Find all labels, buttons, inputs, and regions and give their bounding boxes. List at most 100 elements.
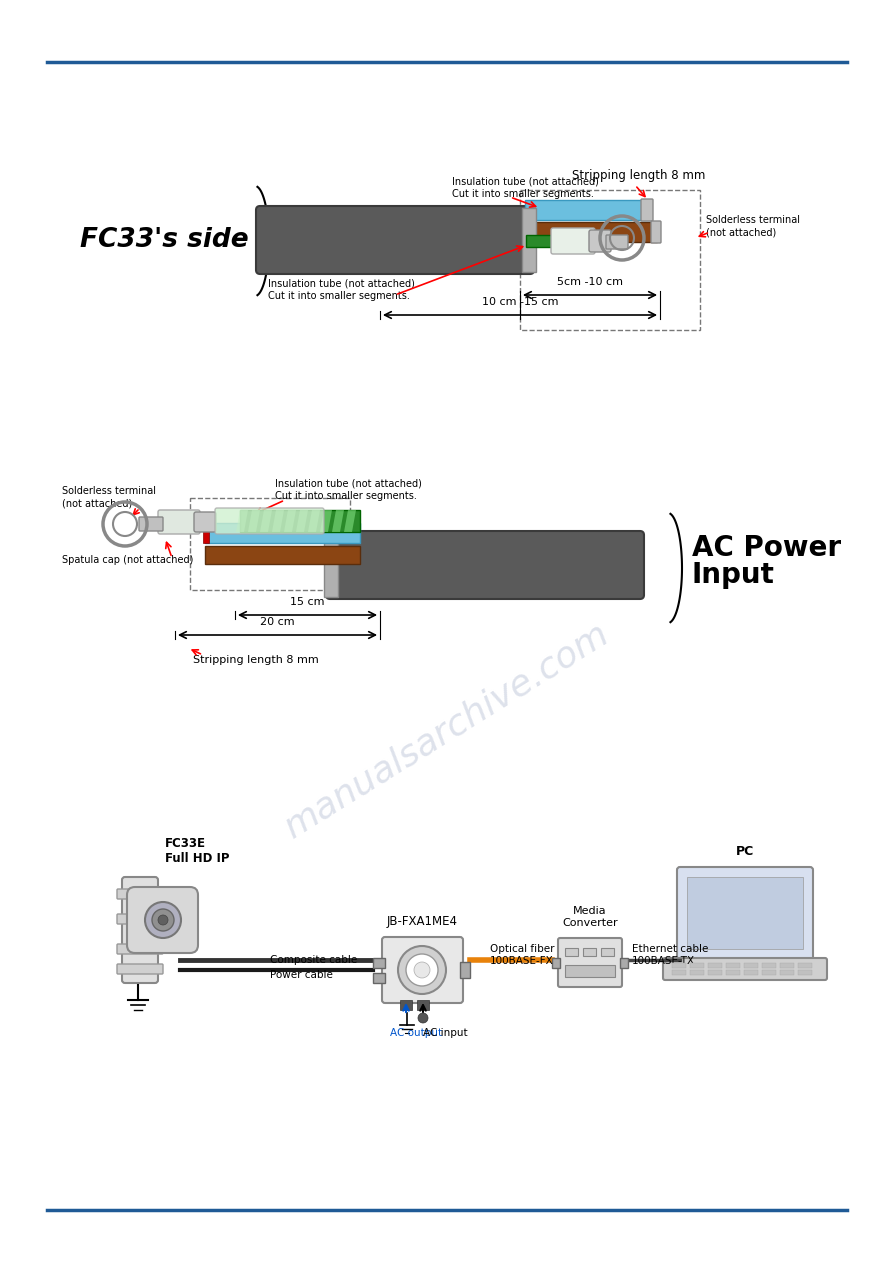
Polygon shape — [296, 510, 308, 532]
Bar — [565, 949, 578, 956]
Bar — [798, 962, 812, 967]
Polygon shape — [344, 510, 356, 532]
Bar — [690, 962, 704, 967]
Bar — [525, 222, 657, 242]
Bar — [373, 973, 385, 983]
FancyBboxPatch shape — [163, 913, 187, 930]
Bar — [798, 970, 812, 975]
Polygon shape — [236, 510, 248, 532]
Text: JB-FXA1ME4: JB-FXA1ME4 — [386, 914, 458, 928]
Bar — [520, 189, 700, 330]
Bar — [620, 959, 628, 967]
FancyBboxPatch shape — [677, 866, 813, 962]
Text: Solderless terminal
(not attached): Solderless terminal (not attached) — [706, 215, 800, 237]
FancyBboxPatch shape — [589, 230, 611, 253]
Circle shape — [145, 902, 181, 938]
Bar — [762, 962, 776, 967]
FancyBboxPatch shape — [117, 914, 163, 925]
Bar — [744, 962, 758, 967]
Bar — [526, 235, 558, 248]
Text: 15 cm: 15 cm — [291, 597, 325, 608]
Bar — [726, 970, 740, 975]
Text: Media
Converter: Media Converter — [562, 907, 618, 928]
Polygon shape — [332, 510, 344, 532]
FancyBboxPatch shape — [194, 512, 216, 532]
Text: AC output: AC output — [390, 1028, 443, 1038]
Text: Solderless terminal
(not attached): Solderless terminal (not attached) — [62, 486, 156, 508]
Text: 5cm -10 cm: 5cm -10 cm — [557, 277, 623, 287]
Text: Spatula cap (not attached): Spatula cap (not attached) — [62, 554, 193, 565]
Text: 20 cm: 20 cm — [260, 618, 295, 626]
FancyBboxPatch shape — [122, 877, 158, 983]
Bar — [687, 877, 803, 949]
Polygon shape — [248, 510, 260, 532]
FancyBboxPatch shape — [117, 964, 163, 974]
Bar — [417, 1000, 429, 1010]
Bar — [583, 949, 596, 956]
Text: 10 cm -15 cm: 10 cm -15 cm — [482, 297, 558, 307]
Bar — [708, 962, 722, 967]
Bar — [690, 970, 704, 975]
Bar — [460, 962, 470, 978]
FancyBboxPatch shape — [139, 517, 163, 530]
Bar — [601, 949, 614, 956]
Bar — [565, 965, 615, 978]
Bar — [780, 970, 794, 975]
Text: Power cable: Power cable — [270, 970, 333, 980]
Bar — [373, 959, 385, 967]
Text: Stripping length 8 mm: Stripping length 8 mm — [572, 169, 705, 182]
Text: manualsarchive.com: manualsarchive.com — [278, 616, 616, 844]
Text: Optical fiber
100BASE-FX: Optical fiber 100BASE-FX — [490, 943, 554, 966]
Text: Composite cable: Composite cable — [270, 955, 358, 965]
FancyBboxPatch shape — [215, 508, 324, 534]
Bar — [762, 970, 776, 975]
Text: Ethernet cable
100BASE-TX: Ethernet cable 100BASE-TX — [632, 943, 708, 966]
FancyBboxPatch shape — [551, 229, 595, 254]
Text: Insulation tube (not attached)
Cut it into smaller segments.: Insulation tube (not attached) Cut it in… — [452, 177, 599, 200]
FancyBboxPatch shape — [641, 200, 653, 221]
Bar — [324, 533, 338, 597]
Bar — [726, 962, 740, 967]
Text: PC: PC — [736, 845, 755, 858]
Circle shape — [152, 909, 174, 931]
Circle shape — [158, 914, 168, 925]
FancyBboxPatch shape — [558, 938, 622, 986]
Circle shape — [414, 962, 430, 978]
Bar — [190, 498, 350, 590]
Text: AC Power: AC Power — [692, 534, 841, 562]
Bar — [672, 962, 686, 967]
Bar — [203, 523, 209, 543]
Bar — [672, 970, 686, 975]
Bar — [708, 970, 722, 975]
Bar — [780, 962, 794, 967]
Text: Stripping length 8 mm: Stripping length 8 mm — [193, 655, 319, 666]
FancyBboxPatch shape — [127, 887, 198, 954]
FancyBboxPatch shape — [158, 510, 200, 534]
Polygon shape — [320, 510, 332, 532]
Circle shape — [406, 954, 438, 986]
FancyBboxPatch shape — [651, 221, 661, 242]
Circle shape — [418, 1013, 428, 1023]
Polygon shape — [260, 510, 272, 532]
Text: FC33E
Full HD IP: FC33E Full HD IP — [165, 837, 230, 865]
FancyBboxPatch shape — [117, 943, 163, 954]
Bar — [744, 970, 758, 975]
Circle shape — [398, 946, 446, 994]
Bar — [400, 1000, 412, 1010]
Bar — [205, 546, 360, 565]
Polygon shape — [272, 510, 284, 532]
Text: Input: Input — [692, 561, 775, 589]
Text: Insulation tube (not attached)
Cut it into smaller segments.: Insulation tube (not attached) Cut it in… — [275, 479, 422, 501]
Bar — [240, 510, 360, 532]
Bar — [522, 208, 536, 272]
FancyBboxPatch shape — [256, 206, 534, 274]
FancyBboxPatch shape — [606, 235, 628, 249]
FancyBboxPatch shape — [663, 959, 827, 980]
Polygon shape — [308, 510, 320, 532]
Text: FC33's side: FC33's side — [80, 227, 249, 253]
Text: AC input: AC input — [423, 1028, 468, 1038]
Text: Insulation tube (not attached)
Cut it into smaller segments.: Insulation tube (not attached) Cut it in… — [268, 279, 415, 301]
Bar — [552, 959, 560, 967]
Bar — [525, 200, 650, 220]
FancyBboxPatch shape — [382, 937, 463, 1003]
